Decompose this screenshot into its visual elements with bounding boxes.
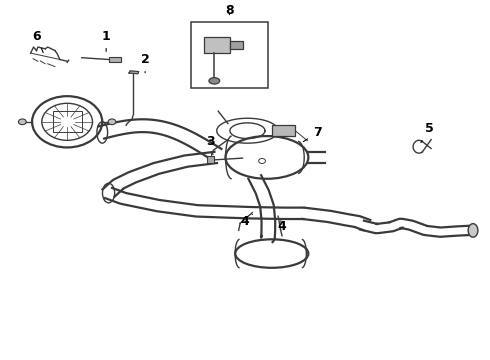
Text: 3: 3	[207, 135, 215, 155]
Ellipse shape	[209, 78, 220, 84]
Text: 7: 7	[303, 126, 321, 141]
Bar	[230, 41, 243, 49]
Polygon shape	[129, 71, 139, 74]
Text: 6: 6	[32, 30, 43, 53]
Text: 1: 1	[102, 30, 111, 51]
Bar	[272, 125, 295, 136]
Text: 2: 2	[141, 53, 149, 73]
Bar	[207, 156, 214, 163]
Text: 8: 8	[225, 4, 234, 17]
Bar	[52, 111, 82, 132]
Text: 4: 4	[277, 220, 286, 233]
Bar	[192, 22, 269, 88]
Bar	[109, 57, 121, 62]
Text: 5: 5	[421, 122, 434, 143]
Circle shape	[108, 119, 116, 125]
Circle shape	[19, 119, 26, 125]
Text: 4: 4	[241, 215, 252, 228]
Ellipse shape	[468, 224, 478, 237]
Bar	[203, 37, 230, 53]
